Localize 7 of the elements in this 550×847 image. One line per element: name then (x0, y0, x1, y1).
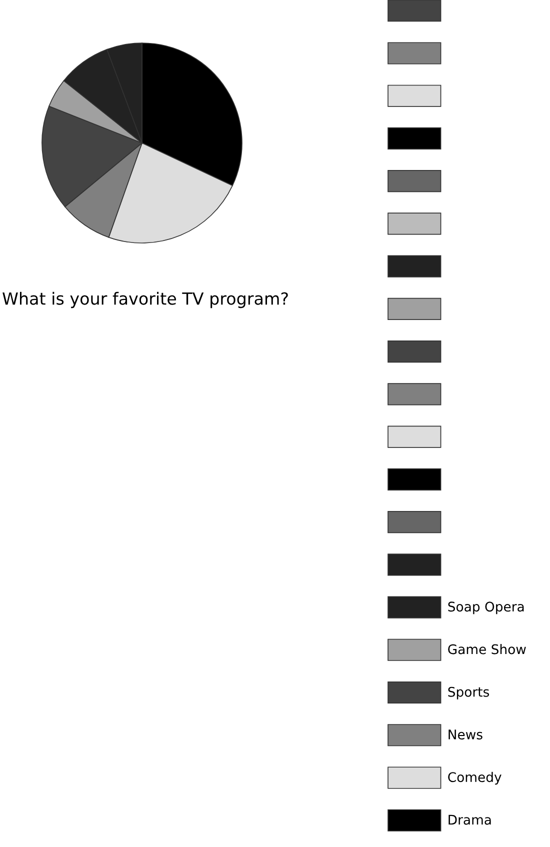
legend-label: Comedy (448, 772, 502, 785)
legend-label: Soap Opera (448, 602, 524, 614)
text: What is your favorite TV program? (2, 292, 288, 308)
legend-label: Sports (448, 686, 490, 700)
legend-label: Drama (448, 814, 491, 825)
legend-label: News (448, 730, 482, 740)
legend-label: Game Show (448, 644, 526, 654)
